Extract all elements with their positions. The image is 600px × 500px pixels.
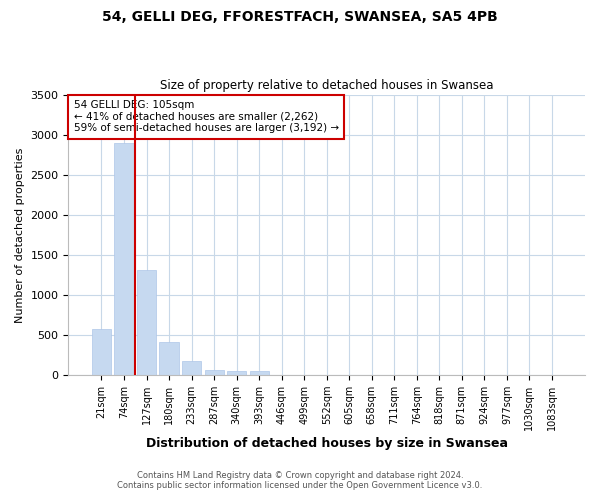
- Bar: [137, 270, 156, 375]
- Text: 54 GELLI DEG: 105sqm
← 41% of detached houses are smaller (2,262)
59% of semi-de: 54 GELLI DEG: 105sqm ← 41% of detached h…: [74, 100, 338, 134]
- Bar: [250, 372, 269, 375]
- Bar: [182, 361, 201, 375]
- Title: Size of property relative to detached houses in Swansea: Size of property relative to detached ho…: [160, 79, 493, 92]
- Y-axis label: Number of detached properties: Number of detached properties: [15, 147, 25, 322]
- Text: 54, GELLI DEG, FFORESTFACH, SWANSEA, SA5 4PB: 54, GELLI DEG, FFORESTFACH, SWANSEA, SA5…: [102, 10, 498, 24]
- Text: Contains HM Land Registry data © Crown copyright and database right 2024.
Contai: Contains HM Land Registry data © Crown c…: [118, 470, 482, 490]
- Bar: [115, 142, 134, 375]
- Bar: [205, 370, 224, 375]
- Bar: [160, 342, 179, 375]
- Bar: [92, 329, 111, 375]
- Bar: [227, 372, 246, 375]
- X-axis label: Distribution of detached houses by size in Swansea: Distribution of detached houses by size …: [146, 437, 508, 450]
